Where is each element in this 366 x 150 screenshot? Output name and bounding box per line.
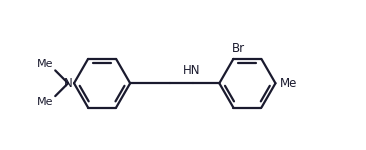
Text: Me: Me: [37, 59, 53, 69]
Text: Br: Br: [232, 42, 245, 55]
Text: N: N: [64, 77, 72, 90]
Text: HN: HN: [183, 64, 200, 77]
Text: Me: Me: [37, 97, 53, 107]
Text: Me: Me: [279, 77, 297, 90]
